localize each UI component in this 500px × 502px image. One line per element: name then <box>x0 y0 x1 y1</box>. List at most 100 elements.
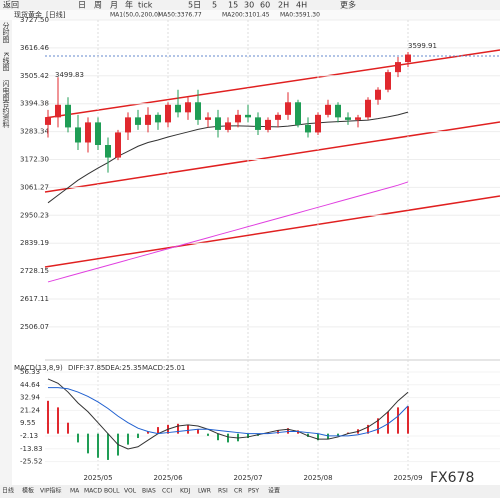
period-button[interactable]: 60 <box>260 1 270 10</box>
symbol: 现货黄金 <box>14 10 42 19</box>
x-tick-label: 2025/08 <box>303 474 332 482</box>
candle-body <box>165 104 171 123</box>
candle-body <box>145 114 151 125</box>
high-label: 3499.83 <box>55 71 84 79</box>
candle-body <box>135 117 141 125</box>
indicator-tab[interactable]: CCI <box>162 488 172 495</box>
candle-body <box>255 117 261 130</box>
period-button[interactable]: tick <box>138 1 153 10</box>
candle-body <box>365 99 371 118</box>
indicator-tab[interactable]: LWR <box>198 488 211 495</box>
high-label: 3599.91 <box>408 42 437 50</box>
candle-body <box>285 102 291 115</box>
y-tick-label: 21.24 <box>20 406 41 414</box>
indicator-label: MA1(50,0,200,0) <box>110 12 160 19</box>
indicator-tab[interactable]: RSI <box>218 488 228 495</box>
macd-line <box>47 378 409 450</box>
period-button[interactable]: 5 <box>212 1 217 10</box>
macd-legend: DEA:25.35 <box>105 364 142 372</box>
candle-body <box>195 102 201 120</box>
indicator-label: MA50:3376.77 <box>158 12 202 19</box>
macd-legend: DIFF:37.85 <box>68 364 105 372</box>
y-tick-label: 3727.50 <box>20 16 49 24</box>
indicator-tab[interactable]: KDJ <box>180 488 191 495</box>
indicator-tab[interactable]: 设置 <box>268 487 280 495</box>
y-tick-label: 2728.15 <box>20 267 49 275</box>
candle-body <box>155 114 161 123</box>
tabbar-bg <box>0 485 500 498</box>
candle-body <box>125 117 131 133</box>
period-button[interactable]: 30 <box>244 1 254 10</box>
indicator-tab[interactable]: VIP指标 <box>40 487 62 495</box>
toolbar-bg <box>0 0 500 10</box>
candle-body <box>325 104 331 115</box>
period-button[interactable]: 15 <box>228 1 238 10</box>
sidebar-tab[interactable]: 合约资料 <box>2 99 10 129</box>
candle-body <box>345 117 351 120</box>
y-tick-label: 3061.27 <box>20 183 49 191</box>
indicator-tab[interactable]: 模板 <box>22 487 34 495</box>
candle-body <box>295 102 301 125</box>
y-tick-label: 2950.23 <box>20 211 49 219</box>
indicator-tab[interactable]: VOL <box>124 488 137 495</box>
ma-line <box>47 181 409 283</box>
x-tick-label: 2025/07 <box>233 474 262 482</box>
candle-body <box>385 72 391 90</box>
watermark: FX678 <box>430 470 474 486</box>
candle-body <box>355 117 361 120</box>
macd-line <box>48 387 409 437</box>
candle-body <box>215 117 221 130</box>
candle-body <box>375 89 381 100</box>
y-tick-label: 9.55 <box>20 419 36 427</box>
period-button[interactable]: 更多 <box>340 0 356 10</box>
y-tick-label: -25.52 <box>20 458 43 466</box>
indicator-tab[interactable]: MACD <box>84 488 102 495</box>
period-button[interactable]: 日 <box>78 1 86 10</box>
x-tick-label: 2025/09 <box>393 474 422 482</box>
candle-body <box>235 114 241 123</box>
indicator-tab[interactable]: PSY <box>248 488 259 495</box>
candle-body <box>275 114 281 120</box>
period-button[interactable]: 年 <box>125 0 133 10</box>
candle-body <box>55 104 61 118</box>
sidebar-tab[interactable]: 分时图 <box>2 21 10 44</box>
back-button[interactable]: 返回 <box>3 1 19 10</box>
indicator-tab[interactable]: CR <box>234 488 242 495</box>
period-button[interactable]: 2H <box>278 1 289 10</box>
y-tick-label: 3283.34 <box>20 128 49 136</box>
indicator-tab[interactable]: BOLL <box>104 488 120 495</box>
y-tick-label: 32.94 <box>20 394 41 402</box>
candle-body <box>265 119 271 130</box>
candle-body <box>225 122 231 130</box>
y-tick-label: -13.83 <box>20 445 43 453</box>
y-tick-label: 2839.19 <box>20 239 49 247</box>
candle-body <box>315 114 321 133</box>
macd-title: MACD(13,8,9) <box>14 364 63 372</box>
trend-line <box>44 195 500 268</box>
sidebar-tab[interactable]: K线图 <box>2 52 10 72</box>
period-button[interactable]: 月 <box>110 1 118 10</box>
candle-body <box>395 62 401 73</box>
indicator-label: MA0:3591.30 <box>280 12 320 19</box>
indicator-tab[interactable]: BIAS <box>142 488 156 495</box>
trend-line <box>44 49 500 119</box>
period-button[interactable]: 5日 <box>188 1 201 10</box>
indicator-tab[interactable]: MA <box>70 488 80 495</box>
period-button[interactable]: 4H <box>296 1 307 10</box>
x-tick-label: 2025/06 <box>153 474 183 482</box>
y-tick-label: 44.64 <box>20 381 41 389</box>
indicator-label: MA200:3101.45 <box>222 12 270 19</box>
period-button[interactable]: 周 <box>94 1 102 10</box>
candle-body <box>65 104 71 128</box>
candle-body <box>335 104 341 118</box>
indicator-tab[interactable]: 日线 <box>2 487 14 495</box>
candle-body <box>115 132 121 158</box>
sidebar-bg <box>0 20 12 485</box>
candle-body <box>175 104 181 113</box>
candle-body <box>245 114 251 118</box>
macd-legend: MACD:25.01 <box>142 364 185 372</box>
y-tick-label: 56.33 <box>20 368 40 376</box>
sidebar-tab[interactable]: 闪电图 <box>2 79 10 102</box>
